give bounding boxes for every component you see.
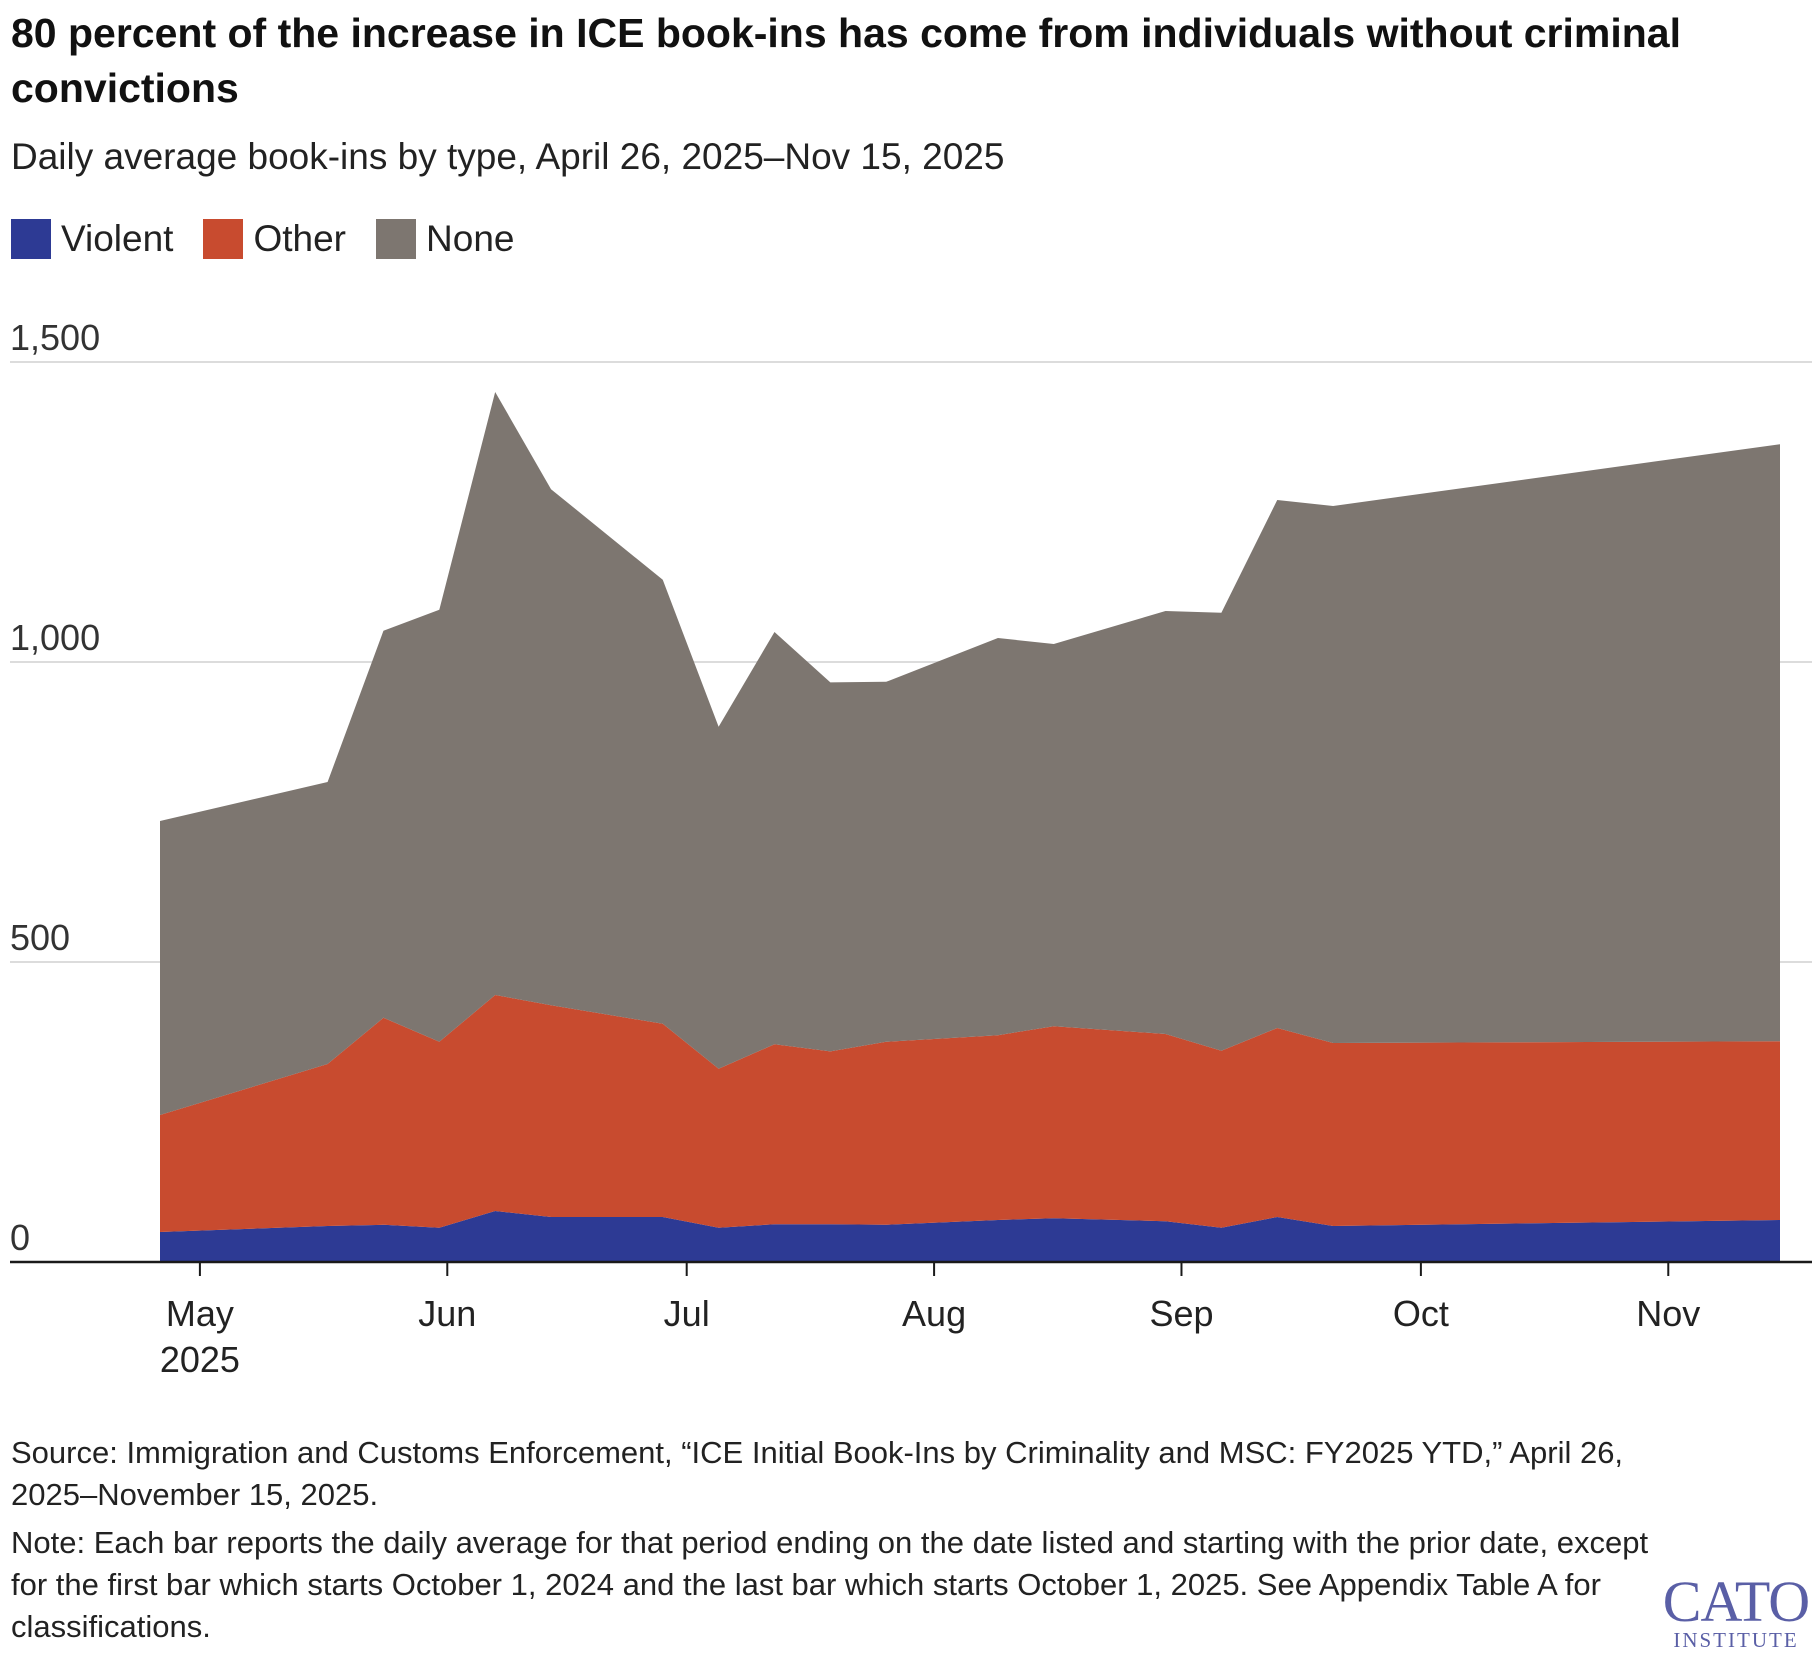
- legend-item-other: Other: [203, 216, 346, 262]
- x-tick-label-jun: Jun: [418, 1293, 476, 1334]
- area-other: [160, 995, 1780, 1232]
- x-tick-label-oct: Oct: [1393, 1293, 1449, 1334]
- cato-logo: CATO INSTITUTE: [1656, 1569, 1816, 1652]
- source-note: Source: Immigration and Customs Enforcem…: [11, 1435, 1624, 1512]
- legend-label-none: None: [426, 218, 515, 259]
- area-none: [160, 392, 1780, 1115]
- logo-subtitle: INSTITUTE: [1673, 1628, 1799, 1652]
- x-tick-label-aug: Aug: [902, 1293, 966, 1334]
- y-tick-label-500: 500: [10, 917, 70, 958]
- stacked-area-chart: 0 500 1,000 1,500 May 2025 Jun Jul Aug Sep Oct Nov: [10, 317, 1812, 1380]
- y-tick-label-0: 0: [10, 1217, 30, 1258]
- legend-label-violent: Violent: [61, 218, 174, 259]
- method-note: Note: Each bar reports the daily average…: [11, 1525, 1649, 1644]
- legend-item-none: None: [376, 216, 514, 262]
- x-tick-label-jul: Jul: [664, 1293, 710, 1334]
- logo-wordmark: CATO: [1662, 1569, 1810, 1634]
- chart-subtitle: Daily average book-ins by type, April 26…: [11, 136, 1005, 177]
- area-violent: [160, 1211, 1780, 1262]
- x-tick-label-may: May: [166, 1293, 234, 1334]
- y-tick-label-1000: 1,000: [10, 617, 100, 658]
- chart-title: 80 percent of the increase in ICE book-i…: [11, 10, 1681, 111]
- y-tick-label-1500: 1,500: [10, 317, 100, 358]
- x-tick-label-sep: Sep: [1149, 1293, 1213, 1334]
- x-tick-label-nov: Nov: [1636, 1293, 1700, 1334]
- legend-swatch-other: [203, 219, 244, 259]
- legend-swatch-violent: [11, 219, 51, 259]
- legend-swatch-none: [376, 219, 417, 259]
- footnotes: Source: Immigration and Customs Enforcem…: [11, 1432, 1651, 1654]
- legend: Violent Other None: [11, 216, 544, 262]
- legend-item-violent: Violent: [11, 216, 173, 262]
- legend-label-other: Other: [253, 218, 347, 259]
- x-tick-sublabel-may: 2025: [160, 1339, 240, 1380]
